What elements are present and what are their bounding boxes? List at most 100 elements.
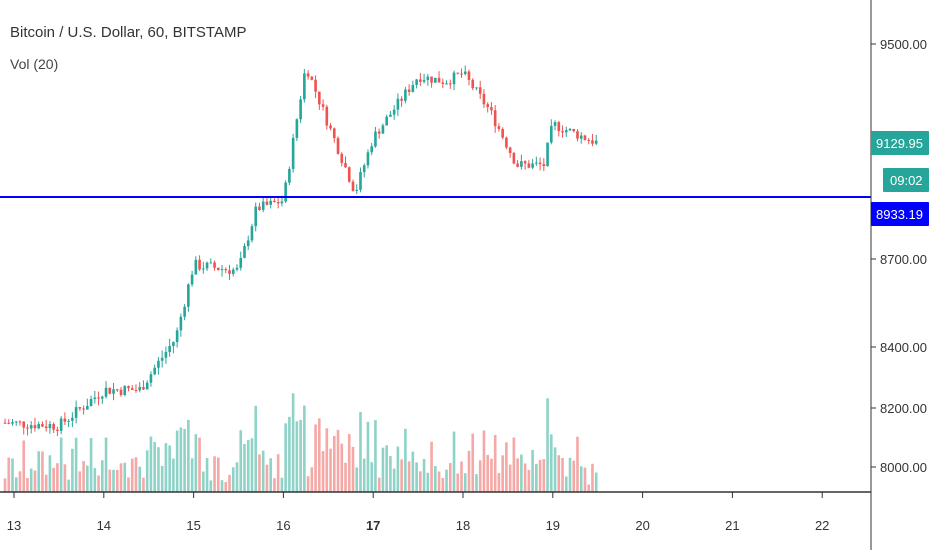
candle-body (557, 122, 561, 132)
candle-body (486, 104, 490, 108)
time-tick-label: 17 (366, 518, 380, 533)
candle-body (26, 427, 29, 429)
volume-bar (404, 428, 407, 492)
volume-bar (572, 460, 576, 492)
volume-bar (535, 463, 538, 492)
candle-body (63, 418, 67, 422)
volume-bar (89, 438, 93, 492)
candle-body (460, 73, 463, 75)
candle-body (490, 107, 493, 111)
volume-bar (561, 458, 564, 492)
candle-body (336, 138, 340, 154)
last-price-badge: 9129.95 (871, 131, 929, 155)
volume-bar (29, 468, 33, 492)
candle-body (419, 79, 422, 82)
candle-body (583, 135, 587, 140)
volume-bar (351, 446, 355, 492)
volume-bar (82, 461, 85, 492)
volume-bar (576, 436, 579, 492)
volume-bar (265, 464, 269, 492)
volume-bar (145, 450, 149, 492)
candle-body (134, 389, 138, 391)
volume-bar (336, 429, 340, 492)
volume-bar (546, 398, 549, 492)
price-axis[interactable]: 9500.00 8700.00 8400.00 8200.00 8000.00 (871, 37, 927, 475)
price-tick-label: 8200.00 (880, 401, 927, 416)
volume-bar (437, 471, 441, 492)
candle-body (157, 360, 160, 368)
volume-bar (269, 458, 272, 492)
volume-bar (119, 463, 123, 492)
candle-body (396, 98, 400, 110)
volume-bar (213, 456, 216, 492)
candle-body (145, 382, 149, 390)
candle-body (400, 98, 403, 101)
volume-bar (594, 472, 598, 492)
candle-body (127, 386, 130, 389)
volume-bar (52, 467, 55, 492)
volume-bar (448, 463, 452, 492)
candle-body (549, 125, 553, 143)
candle-body (576, 131, 579, 139)
candle-body (434, 77, 437, 83)
volume-bar (456, 473, 460, 492)
candle-body (56, 429, 59, 431)
candle-body (7, 422, 11, 424)
volume-bar (172, 458, 175, 492)
candle-body (340, 153, 344, 163)
candle-body (332, 128, 336, 139)
candle-body (505, 137, 508, 148)
volume-bar (160, 465, 164, 492)
candle-body (299, 99, 302, 120)
candle-body (284, 182, 287, 202)
volume-bar (56, 463, 59, 492)
candle-body (303, 73, 306, 100)
candle-body (41, 424, 44, 427)
volume-bar (347, 434, 351, 492)
level-price-label: 8933.19 (876, 207, 923, 222)
volume-bar (194, 434, 198, 492)
candle-body (205, 262, 209, 269)
candle-body (523, 161, 527, 164)
volume-bar (202, 471, 205, 492)
candle-body (112, 389, 115, 394)
candle-body (471, 79, 475, 89)
volume-bar (568, 457, 572, 492)
volume-bar (344, 462, 347, 492)
candle-body (516, 163, 519, 167)
candle-body (52, 423, 55, 430)
time-axis[interactable]: 13 14 15 16 17 18 19 20 21 22 (7, 492, 830, 533)
candle-body (475, 87, 478, 89)
candle-body (347, 167, 351, 182)
candle-body (44, 426, 48, 429)
volume-bar (490, 458, 493, 492)
volume-bar (314, 424, 317, 492)
volume-bar (187, 419, 190, 492)
volume-bar (310, 467, 314, 492)
volume-bar (134, 457, 138, 492)
volume-bar (258, 454, 261, 492)
volume-bar (63, 464, 67, 492)
candle-body (314, 79, 317, 92)
volume-bar (370, 462, 374, 492)
volume-bar (183, 429, 186, 492)
candle-body (564, 130, 568, 133)
candle-body (318, 91, 321, 105)
candle-body (594, 140, 598, 144)
time-tick-label: 13 (7, 518, 21, 533)
volume-bar (26, 477, 29, 492)
candle-body (273, 200, 276, 202)
candle-body (448, 83, 452, 85)
candle-body (190, 274, 194, 285)
candle-body (561, 131, 564, 133)
candle-body (546, 142, 549, 167)
volume-bar (359, 411, 362, 492)
price-tick-label: 9500.00 (880, 37, 927, 52)
candle-body (254, 206, 258, 227)
volume-bar (512, 437, 516, 492)
candle-body (183, 306, 186, 317)
time-tick-label: 22 (815, 518, 829, 533)
time-tick-label: 15 (186, 518, 200, 533)
volume-bar (123, 462, 127, 492)
